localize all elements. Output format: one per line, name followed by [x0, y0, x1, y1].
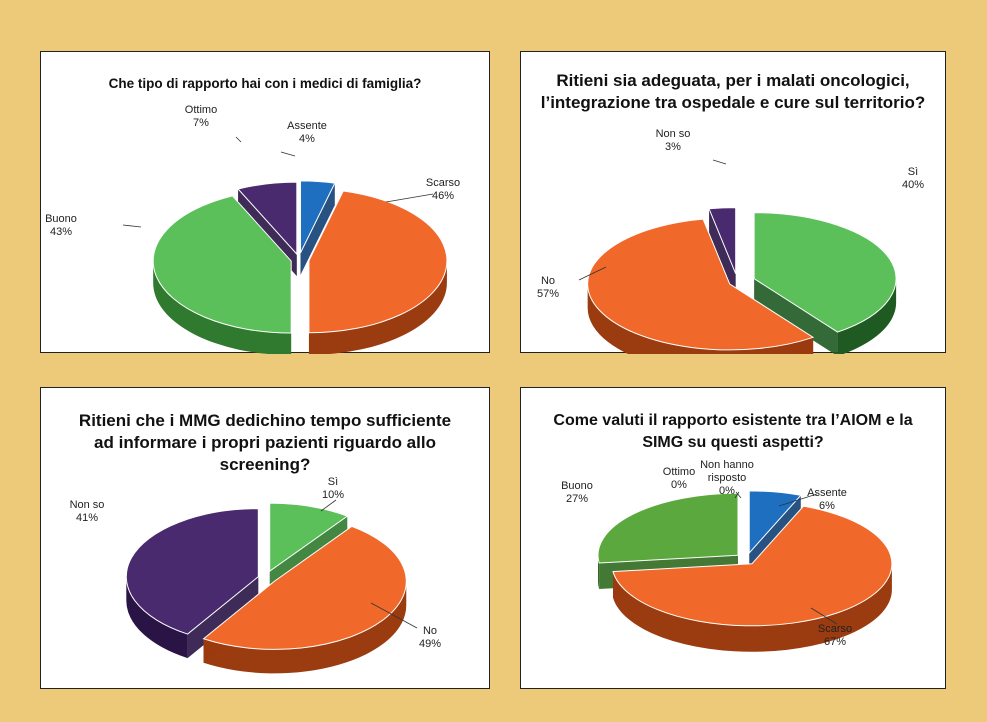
data-label: Scarso 67% [818, 623, 852, 648]
data-label: Sì 10% [322, 476, 344, 501]
slice-wall [300, 183, 335, 275]
slice-sì [269, 502, 349, 573]
leader-line [122, 224, 142, 228]
data-label: Buono 27% [561, 480, 593, 505]
data-label: Assente 6% [807, 487, 847, 512]
slice-wall [709, 208, 736, 298]
data-label: Sì 40% [902, 166, 924, 191]
chart-title: Ritieni che i MMG dedichino tempo suffic… [78, 411, 452, 474]
pie-labels: Assente 4% Scarso 46% Buono 43% Ottimo 7% [45, 104, 460, 238]
pie-labels: Sì 10% No 49% Non so 41% [70, 476, 442, 650]
slice-scarso [612, 505, 893, 627]
slice-side-no [587, 283, 814, 354]
data-label: Ottimo 7% [185, 104, 217, 129]
leader-line [712, 159, 727, 165]
pie-chart: Assente 6% Scarso 67% Buono 27% Ottimo 0%Non ha… [561, 459, 893, 652]
slice-sì [753, 212, 897, 333]
pie-chart: Assente 4% Scarso 46% Buono 43% Ottimo 7% [45, 104, 460, 354]
leader-line [734, 491, 740, 499]
chart-title: Ritieni sia adeguata, per i malati oncol… [540, 71, 926, 112]
chart-title: Come valuti il rapporto esistente tra l’… [553, 412, 913, 451]
slice-wall [754, 278, 838, 354]
data-label: Non hanno risposto 0% [700, 459, 754, 497]
slice-assente [748, 490, 802, 555]
pie-labels: Sì 40% No 57% Non so 3% [537, 128, 924, 300]
slice-scarso [308, 190, 448, 334]
data-label: Ottimo 0% [663, 466, 695, 491]
pie-chart: Sì 10% No 49% Non so 41% [70, 476, 442, 674]
pie-tops [597, 490, 893, 627]
leader-line [320, 499, 337, 512]
slice-side-no [203, 581, 407, 674]
data-label: Scarso 46% [426, 177, 460, 202]
chart-panel-4: Come valuti il rapporto esistente tra l’… [520, 387, 946, 689]
leader-line [810, 607, 838, 625]
data-label: Buono 43% [45, 213, 77, 238]
slice-buono [597, 492, 739, 564]
pie-tops [587, 207, 897, 351]
leader-line [235, 136, 242, 143]
pie-tops [152, 180, 448, 334]
slice-side-buono [597, 555, 600, 590]
pie-labels: Assente 6% Scarso 67% Buono 27% Ottimo 0%Non ha… [561, 459, 852, 648]
slice-assente [300, 180, 336, 254]
chart-panel-2: Ritieni sia adeguata, per i malati oncol… [520, 51, 946, 354]
leader-line [778, 493, 818, 507]
slice-side-non-so [126, 576, 188, 659]
data-label: Non so 3% [656, 128, 691, 153]
slice-non-so [125, 508, 259, 635]
pie-chart: Sì 40% No 57% Non so 3% [537, 128, 924, 354]
leader-line [385, 193, 434, 203]
data-label: No 57% [537, 275, 559, 300]
slice-side-scarso [613, 563, 892, 652]
slice-no [587, 218, 815, 351]
leader-line [280, 151, 296, 157]
data-label: Non so 41% [70, 499, 105, 524]
data-label: No 49% [419, 625, 441, 650]
pie-tops [125, 502, 407, 650]
leader-line [370, 602, 418, 629]
slice-buono [152, 195, 292, 334]
chart-panel-1: Che tipo di rapporto hai con i medici di… [40, 51, 490, 354]
slice-non-so [708, 207, 737, 274]
slice-side-sì [837, 278, 897, 354]
slice-no [202, 525, 407, 650]
data-label: Assente 4% [287, 120, 327, 145]
leader-line [578, 266, 607, 281]
chart-title: Che tipo di rapporto hai con i medici di… [108, 76, 422, 91]
leader-line [735, 491, 742, 499]
slice-ottimo [237, 181, 298, 256]
chart-panel-3: Ritieni che i MMG dedichino tempo suffic… [40, 387, 490, 689]
